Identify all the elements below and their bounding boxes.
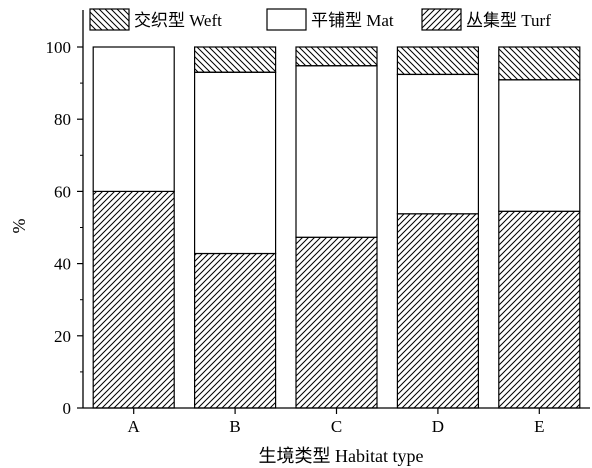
bar-b-series-0 [194,252,277,409]
x-tick-label-c: C [331,417,342,436]
bars-group [92,46,581,409]
legend-swatch-2 [421,8,462,31]
bar-e-series-0 [498,210,581,409]
x-tick-label-d: D [432,417,444,436]
bar-b-series-2 [194,46,277,73]
bar-c-series-2 [295,46,378,67]
bar-c-series-0 [295,236,378,409]
x-tick-label-b: B [229,417,240,436]
y-tick-label-100: 100 [46,38,72,57]
bar-a-series-1 [92,46,175,192]
y-axis-title: % [9,219,29,234]
legend-label-0: 交织型 Weft [134,11,222,30]
bar-d-series-0 [396,213,479,409]
legend-swatch-1 [266,8,307,31]
legend: 交织型 Weft 平铺型 Mat 丛集型 Turf [89,8,551,31]
y-tick-label-80: 80 [54,110,71,129]
y-tick-label-40: 40 [54,255,71,274]
y-tick-label-0: 0 [63,399,72,418]
x-tick-label-a: A [128,417,141,436]
bar-a-series-0 [92,190,175,409]
bar-b-series-1 [194,71,277,255]
bar-c-series-1 [295,65,378,238]
legend-swatch-0 [89,8,130,31]
axes-group: A B C D E 0 20 40 60 80 100 [46,10,590,436]
x-tick-label-e: E [534,417,544,436]
bar-d-series-2 [396,46,479,76]
legend-label-1: 平铺型 Mat [311,11,394,30]
bar-d-series-1 [396,73,479,215]
y-tick-label-20: 20 [54,327,71,346]
x-axis-title: 生境类型 Habitat type [259,446,424,466]
bar-e-series-1 [498,79,581,212]
bar-e-series-2 [498,46,581,81]
y-tick-label-60: 60 [54,182,71,201]
legend-label-2: 丛集型 Turf [466,11,551,30]
